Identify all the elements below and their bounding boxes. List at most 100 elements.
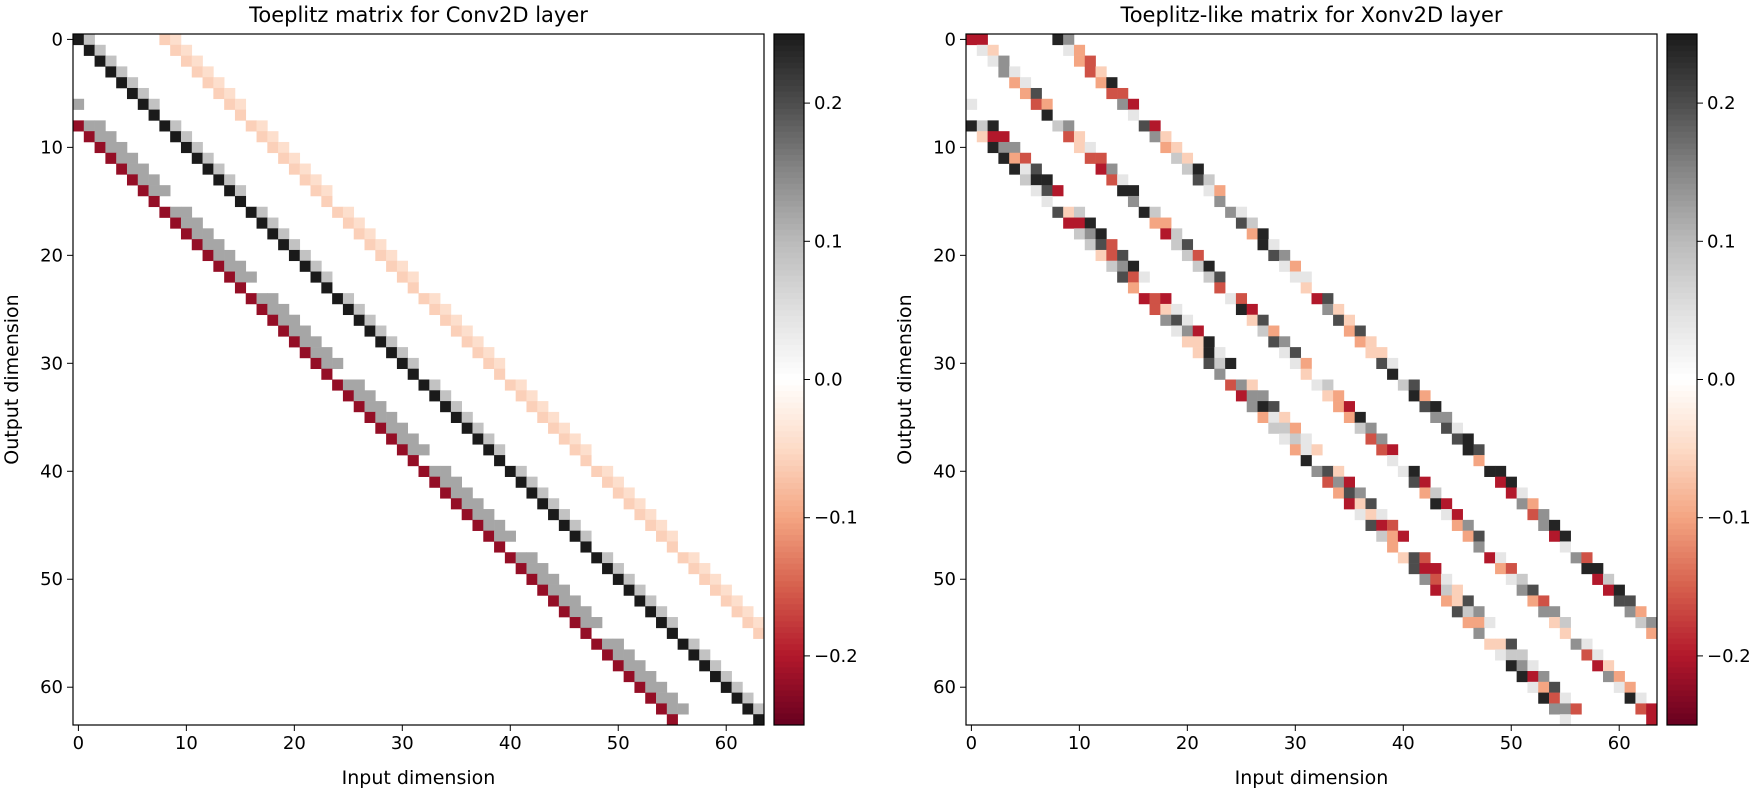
x-tick-label: 60 (1608, 733, 1631, 754)
matrix-cell (558, 422, 570, 434)
colorbar-swatch (1667, 177, 1697, 185)
colorbar-swatch (774, 166, 804, 173)
y-tick-label: 30 (40, 353, 63, 374)
colorbar-swatch (1667, 644, 1697, 651)
matrix-cell (1019, 87, 1032, 100)
colorbar-swatch (1667, 275, 1697, 283)
matrix-cell (375, 422, 387, 434)
matrix-cell (1419, 563, 1431, 575)
colorbar-swatch (774, 321, 804, 329)
matrix-cell (634, 671, 646, 683)
matrix-cell (1127, 185, 1140, 197)
colorbar-swatch (1667, 327, 1697, 334)
matrix-cell (1095, 239, 1107, 251)
matrix-cell (180, 217, 193, 229)
matrix-cell (1009, 163, 1021, 175)
colorbar-swatch (1667, 575, 1697, 582)
colorbar-swatch (1667, 598, 1697, 605)
matrix-cell (288, 336, 301, 348)
matrix-cell (310, 347, 322, 359)
matrix-cell (105, 131, 117, 143)
matrix-cell (180, 228, 193, 240)
matrix-cell (1214, 282, 1226, 294)
matrix-cell (429, 476, 441, 488)
matrix-cell (656, 519, 668, 531)
matrix-cell (710, 584, 722, 596)
colorbar-swatch (1667, 108, 1697, 116)
matrix-cell (396, 444, 409, 456)
matrix-cell (1343, 487, 1355, 499)
colorbar-swatch (774, 212, 804, 219)
matrix-cell (1192, 336, 1204, 348)
matrix-cell (1203, 260, 1215, 272)
matrix-cell (267, 217, 279, 229)
matrix-cell (375, 249, 387, 262)
matrix-cell (558, 595, 570, 607)
matrix-cell (1505, 660, 1517, 672)
matrix-cell (170, 217, 182, 229)
matrix-cell (1451, 606, 1463, 618)
matrix-cell (1322, 390, 1334, 402)
matrix-cell (321, 357, 333, 370)
matrix-cell (1279, 347, 1291, 359)
colorbar-swatch (1667, 206, 1697, 213)
y-tick-label: 60 (933, 677, 956, 698)
matrix-cell (602, 476, 614, 488)
matrix-cell (623, 573, 635, 585)
matrix-cell (1538, 692, 1550, 704)
matrix-cell (1117, 260, 1129, 272)
matrix-cell (558, 433, 570, 445)
matrix-cell (731, 595, 743, 607)
matrix-cell (224, 185, 236, 197)
matrix-cell (1279, 260, 1291, 272)
matrix-cell (1570, 552, 1582, 564)
colorbar-swatch (1667, 212, 1697, 219)
matrix-cell (1516, 498, 1528, 510)
colorbar-swatch (774, 154, 804, 162)
matrix-cell (1257, 401, 1269, 413)
matrix-cell (1009, 152, 1021, 164)
matrix-cell (1257, 325, 1269, 337)
matrix-cell (1354, 336, 1366, 348)
colorbar-swatch (774, 661, 804, 668)
matrix-cell (1214, 347, 1226, 359)
matrix-cell (580, 530, 592, 542)
matrix-cell (1462, 444, 1474, 456)
matrix-cell (558, 509, 570, 521)
colorbar-swatch (1667, 131, 1697, 139)
matrix-cell (1289, 271, 1302, 283)
matrix-cell (375, 325, 387, 337)
matrix-cell (1354, 325, 1366, 337)
matrix-cell (1538, 681, 1550, 693)
matrix-cell (1387, 519, 1399, 531)
matrix-cell (386, 249, 398, 262)
y-tick-label: 0 (52, 29, 63, 50)
matrix-cell (966, 98, 978, 110)
matrix-cell (1095, 66, 1107, 78)
colorbar-tick-label: 0.1 (814, 231, 843, 252)
matrix-cell (364, 411, 376, 423)
matrix-cell (1484, 617, 1496, 629)
matrix-cell (537, 401, 549, 413)
matrix-cell (569, 433, 581, 445)
matrix-cell (440, 314, 452, 326)
matrix-cell (1160, 303, 1172, 316)
colorbar-swatch (774, 667, 804, 674)
matrix-cell (580, 627, 592, 639)
matrix-cell (234, 271, 247, 283)
colorbar-swatch (774, 137, 804, 144)
matrix-cell (288, 249, 301, 262)
colorbar-swatch (1667, 437, 1697, 444)
panel-2: 0 10 20 30 40 50 60 0 10 20 30 40 50 60 Toeplitz-like … (894, 3, 1751, 789)
matrix-cell (602, 638, 614, 650)
matrix-cell (1365, 347, 1377, 359)
matrix-cell (1214, 357, 1226, 370)
x-tick-label: 30 (1284, 733, 1307, 754)
matrix-cell (1430, 563, 1442, 575)
colorbar-swatch (1667, 126, 1697, 133)
matrix-cell (1009, 141, 1021, 154)
colorbar-swatch (774, 172, 804, 179)
matrix-cell (429, 303, 441, 316)
matrix-cell (548, 573, 560, 585)
matrix-cell (666, 703, 678, 715)
